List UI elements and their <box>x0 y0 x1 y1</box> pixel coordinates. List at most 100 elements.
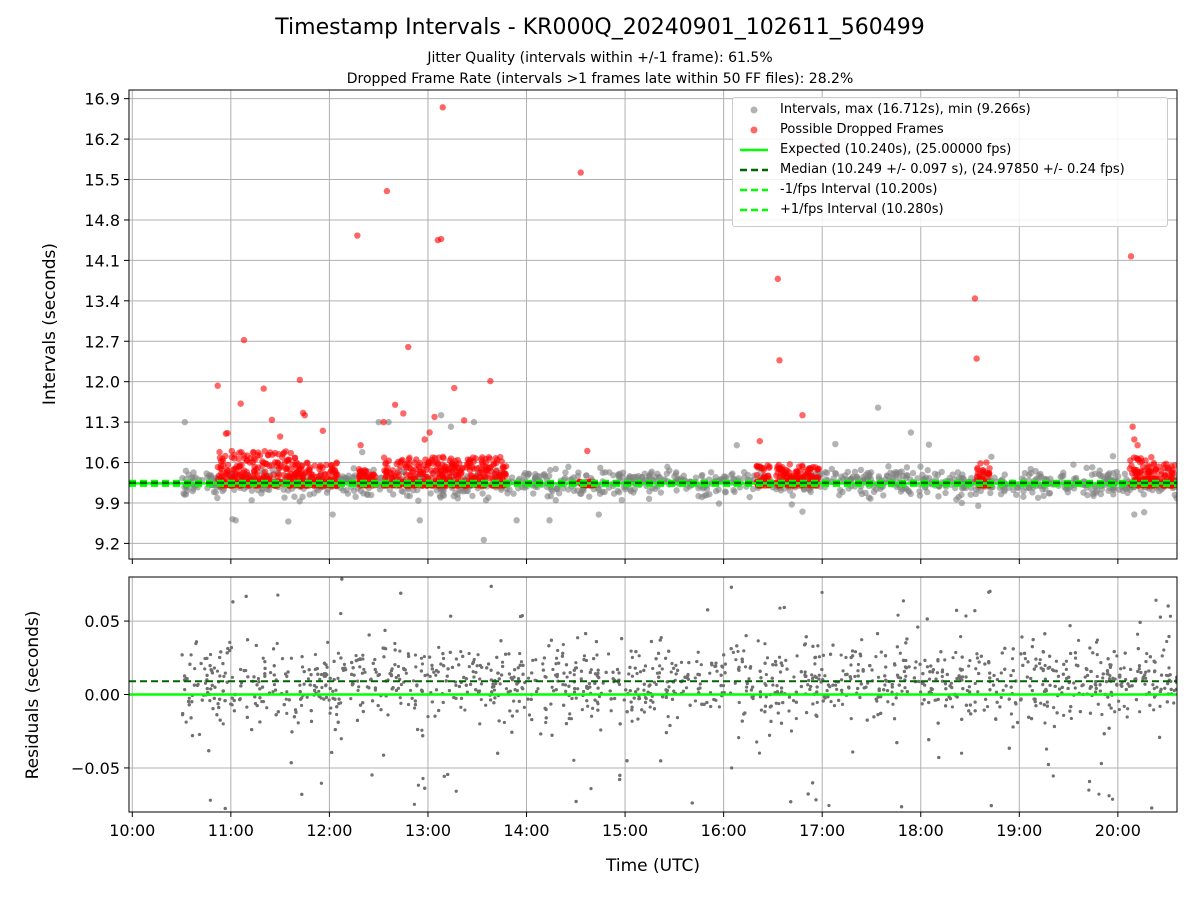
residual-point <box>1095 674 1099 679</box>
residual-point <box>717 705 721 709</box>
residual-point <box>1167 666 1171 670</box>
residual-point <box>1045 700 1049 704</box>
residual-point <box>332 659 336 663</box>
dropped-frame-point <box>380 418 387 426</box>
residual-point <box>194 640 199 644</box>
residual-point <box>714 661 718 665</box>
residual-point <box>729 585 734 589</box>
residual-point <box>758 669 762 673</box>
residual-point <box>674 663 678 667</box>
dropped-frame-point <box>235 455 243 463</box>
residual-point <box>324 683 328 687</box>
dropped-frame-point <box>285 456 292 463</box>
residual-point <box>977 671 981 676</box>
residual-point <box>1009 673 1013 678</box>
residual-point <box>512 699 516 703</box>
residual-point <box>593 698 597 702</box>
dropped-frame-point <box>372 473 379 480</box>
residual-point <box>632 696 636 700</box>
interval-point <box>657 489 665 496</box>
interval-point <box>510 490 517 497</box>
residual-point <box>960 655 964 659</box>
interval-point <box>470 418 478 426</box>
residual-point <box>856 669 860 673</box>
interval-point <box>909 469 917 477</box>
residual-point <box>582 658 586 662</box>
interval-point <box>715 486 722 493</box>
residual-point <box>328 711 332 715</box>
residual-point <box>695 659 699 664</box>
residual-point <box>870 668 874 672</box>
residual-point <box>634 690 638 694</box>
residual-point <box>735 644 739 648</box>
legend-marker-gray <box>750 106 758 114</box>
residual-point <box>430 700 434 704</box>
residual-point <box>731 650 735 654</box>
interval-point <box>645 495 653 503</box>
residual-point <box>959 635 963 639</box>
residual-point <box>627 672 631 676</box>
dropped-frame-point <box>224 429 231 437</box>
residual-point <box>521 672 525 676</box>
dropped-frame-point <box>1142 457 1149 464</box>
interval-point <box>646 473 653 480</box>
residual-point <box>334 712 339 717</box>
residual-point <box>316 672 320 676</box>
residual-point <box>1039 701 1043 705</box>
residual-point <box>419 669 424 673</box>
residual-point <box>205 687 209 691</box>
residual-point <box>448 650 452 654</box>
residual-point <box>874 697 878 701</box>
residual-point <box>499 639 503 643</box>
residual-point <box>370 773 374 777</box>
residual-point <box>209 687 213 691</box>
interval-point <box>285 518 292 525</box>
residual-point <box>991 683 996 687</box>
residual-point <box>982 708 986 712</box>
residual-point <box>900 689 904 693</box>
residual-point <box>995 700 999 704</box>
residual-point <box>927 690 931 694</box>
interval-point <box>1098 485 1106 493</box>
residual-point <box>636 717 640 721</box>
residual-point <box>331 696 335 700</box>
residual-point <box>964 703 968 707</box>
residual-point <box>1064 667 1068 671</box>
dropped-frame-point <box>765 472 772 480</box>
dropped-frame-point <box>280 449 288 456</box>
residual-point <box>207 749 211 753</box>
residual-point <box>1150 806 1154 810</box>
dropped-frame-point <box>421 436 428 443</box>
residual-point <box>1163 686 1167 690</box>
residual-point <box>350 660 354 665</box>
residual-point <box>940 670 944 674</box>
residual-point <box>215 669 220 673</box>
interval-point <box>544 493 551 500</box>
residual-point <box>208 664 212 668</box>
residual-point <box>794 700 798 704</box>
residual-point <box>258 687 262 691</box>
residual-point <box>459 650 463 654</box>
residual-point <box>664 656 668 660</box>
residual-point <box>1027 715 1031 719</box>
interval-point <box>552 497 559 504</box>
dropped-frame-point <box>786 461 794 468</box>
residual-point <box>850 649 855 653</box>
residual-point <box>210 683 214 687</box>
residual-point <box>485 666 489 670</box>
residual-point <box>895 673 900 677</box>
residual-point <box>340 577 344 581</box>
residual-point <box>1113 710 1117 714</box>
residual-point <box>1098 689 1102 693</box>
residual-point <box>327 698 331 702</box>
residual-point <box>821 653 825 657</box>
residual-point <box>1069 704 1073 709</box>
residual-point <box>354 653 358 658</box>
residual-point <box>828 652 833 656</box>
residual-point <box>530 717 534 722</box>
dropped-frame-point <box>214 382 221 389</box>
residual-point <box>877 688 881 693</box>
residual-point <box>794 716 798 721</box>
residual-point <box>226 646 230 651</box>
interval-point <box>903 472 910 479</box>
